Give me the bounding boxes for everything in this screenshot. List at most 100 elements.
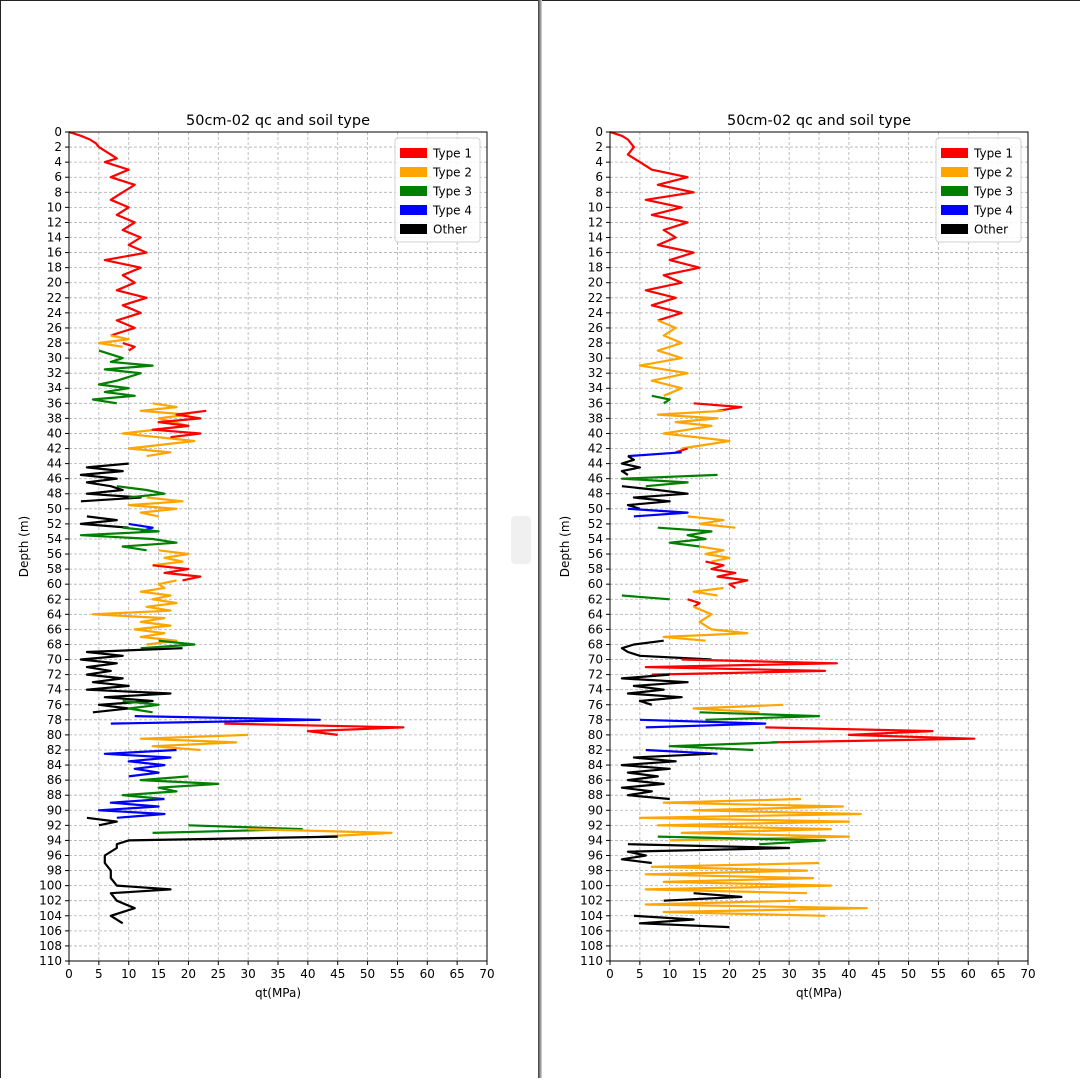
splitter-handle[interactable] (511, 516, 531, 564)
legend-swatch-type4 (400, 205, 427, 215)
legend-label-type3: Type 3 (432, 185, 472, 199)
y-tick-label: 48 (47, 487, 62, 501)
x-tick-label: 45 (871, 967, 886, 981)
y-tick-label: 16 (47, 246, 62, 260)
y-tick-label: 18 (47, 261, 62, 275)
series-type3-segment (140, 639, 196, 650)
y-tick-label: 88 (47, 788, 62, 802)
y-tick-label: 50 (588, 502, 603, 516)
y-tick-label: 40 (588, 426, 603, 440)
series-type3-segment (699, 711, 821, 721)
y-tick-label: 58 (47, 562, 62, 576)
y-tick-label: 68 (47, 637, 62, 651)
series-type3-segment (152, 824, 303, 834)
y-tick-label: 28 (47, 336, 62, 350)
y-tick-label: 56 (588, 547, 603, 561)
y-tick-label: 58 (588, 562, 603, 576)
series-type3-segment (116, 485, 166, 499)
y-tick-label: 2 (595, 140, 603, 154)
x-tick-label: 60 (961, 967, 976, 981)
series-other-segment (621, 485, 689, 510)
y-tick-label: 28 (588, 336, 603, 350)
y-tick-label: 102 (39, 894, 62, 908)
y-tick-label: 84 (47, 758, 62, 772)
y-tick-label: 88 (588, 788, 603, 802)
y-tick-label: 22 (588, 291, 603, 305)
y-tick-label: 64 (47, 607, 62, 621)
legend-box (935, 137, 1022, 243)
series-type2-segment (638, 319, 689, 397)
x-tick-label: 70 (1020, 967, 1035, 981)
series-type2-segment (656, 409, 731, 450)
series-type2-segment (644, 861, 832, 895)
series-type3-segment (657, 526, 713, 548)
x-tick-label: 40 (300, 967, 315, 981)
y-tick-label: 50 (47, 502, 62, 516)
series-type4-segment (627, 507, 689, 518)
x-tick-label: 5 (95, 967, 103, 981)
y-tick-label: 76 (588, 698, 603, 712)
y-tick-label: 0 (54, 125, 62, 139)
x-tick-label: 30 (241, 967, 256, 981)
y-tick-label: 98 (588, 864, 603, 878)
legend-swatch-other (400, 224, 427, 234)
legend: Type 1 Type 2 Type 3 Type 4 Other (935, 137, 1022, 243)
series-type4-segment (627, 451, 682, 458)
series-type4-segment (110, 715, 321, 725)
y-tick-label: 38 (47, 411, 62, 425)
y-tick-label: 6 (595, 170, 603, 184)
y-tick-label: 98 (47, 864, 62, 878)
x-tick-label: 70 (479, 967, 494, 981)
x-tick-label: 50 (901, 967, 916, 981)
y-tick-label: 12 (588, 215, 603, 229)
y-tick-label: 4 (595, 155, 603, 169)
y-tick-label: 62 (588, 592, 603, 606)
series-type1-segment (644, 658, 838, 676)
x-tick-label: 10 (662, 967, 677, 981)
y-tick-label: 62 (47, 592, 62, 606)
legend-swatch-type3 (941, 186, 968, 196)
series-other-segment (663, 892, 743, 902)
chart-title: 50cm-02 qc and soil type (186, 113, 370, 129)
y-tick-label: 34 (588, 381, 603, 395)
legend-box (394, 137, 481, 243)
series-type2-segment (662, 605, 749, 642)
x-tick-label: 15 (151, 967, 166, 981)
series-type3-segment (91, 349, 154, 405)
y-tick-label: 14 (47, 231, 62, 245)
y-tick-label: 90 (588, 803, 603, 817)
series-type3-segment (122, 699, 160, 714)
y-tick-label: 40 (47, 426, 62, 440)
legend: Type 1 Type 2 Type 3 Type 4 Other (394, 137, 481, 243)
series-other-segment (620, 843, 791, 865)
series-type2-segment (687, 515, 736, 529)
series-other-segment (633, 914, 730, 929)
x-tick-label: 65 (991, 967, 1006, 981)
series-type1-segment (224, 722, 405, 736)
series-type4-segment (639, 718, 767, 729)
y-tick-label: 54 (588, 532, 603, 546)
y-tick-label: 80 (588, 728, 603, 742)
y-tick-label: 84 (588, 758, 603, 772)
x-tick-label: 35 (811, 967, 826, 981)
y-tick-label: 104 (39, 909, 62, 923)
series-type1-segment (151, 409, 207, 439)
y-tick-label: 20 (47, 276, 62, 290)
x-tick-label: 20 (181, 967, 196, 981)
y-tick-label: 86 (47, 773, 62, 787)
series-type2-segment (692, 703, 784, 714)
y-axis-label: Depth (m) (17, 516, 31, 577)
x-tick-label: 45 (330, 967, 345, 981)
y-tick-label: 4 (54, 155, 62, 169)
y-tick-label: 46 (47, 472, 62, 486)
x-axis-label: qt(MPa) (255, 986, 301, 1000)
series-other-segment (79, 515, 129, 529)
panel-divider[interactable] (538, 0, 542, 1078)
series-type4-segment (103, 748, 177, 778)
x-tick-label: 65 (450, 967, 465, 981)
y-tick-label: 24 (588, 306, 603, 320)
y-tick-label: 18 (588, 261, 603, 275)
x-tick-label: 50 (360, 967, 375, 981)
y-tick-label: 36 (588, 396, 603, 410)
y-tick-label: 8 (54, 185, 62, 199)
